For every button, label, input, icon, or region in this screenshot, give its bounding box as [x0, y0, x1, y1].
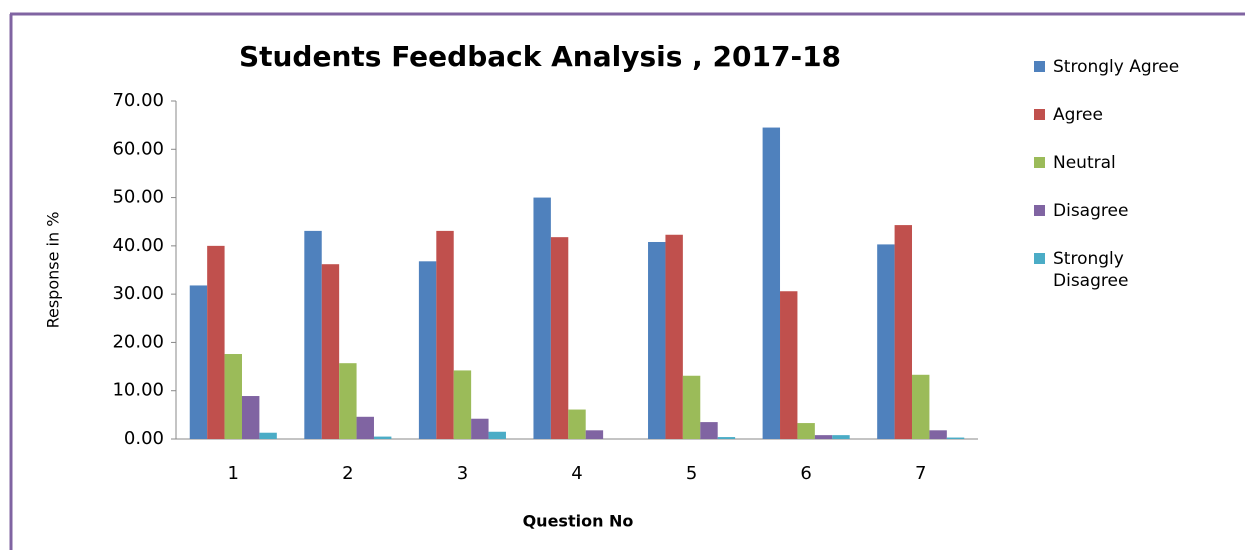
bar: [207, 245, 225, 439]
bar: [762, 127, 781, 440]
y-tick-label: 30.00: [112, 283, 164, 304]
legend-label: Disagree: [1053, 201, 1129, 221]
x-tick-label: 3: [457, 463, 468, 484]
legend-swatch: [1034, 157, 1045, 168]
bar: [373, 436, 392, 439]
legend-label: Agree: [1053, 105, 1103, 125]
bar: [339, 363, 357, 439]
x-tick-label: 4: [571, 463, 582, 484]
legend: Strongly Agree Agree Neutral Disagree Strong…: [1034, 56, 1234, 318]
y-tick-label: 0.00: [124, 428, 164, 449]
bar: [797, 423, 815, 439]
legend-swatch: [1034, 61, 1045, 72]
x-tick-label: 2: [342, 463, 353, 484]
bar: [648, 241, 666, 439]
legend-swatch: [1034, 253, 1045, 264]
legend-label: Strongly Disagree: [1053, 249, 1129, 291]
y-tick-label: 10.00: [112, 380, 164, 401]
bar: [241, 396, 260, 439]
y-tick-label: 50.00: [112, 187, 164, 208]
y-tick-label: 20.00: [112, 331, 164, 352]
x-tick-label: 6: [800, 463, 811, 484]
bar: [585, 430, 604, 439]
bar: [780, 291, 798, 439]
bar: [877, 244, 895, 439]
bar: [814, 435, 833, 439]
bar: [832, 435, 850, 439]
y-tick-label: 40.00: [112, 235, 164, 256]
bar: [471, 418, 489, 439]
y-axis-label: Response in %: [44, 212, 63, 329]
legend-swatch: [1034, 205, 1045, 216]
bar: [533, 197, 551, 439]
bar: [682, 375, 701, 439]
bar: [436, 230, 454, 439]
x-axis-label: Question No: [523, 512, 634, 531]
bar: [912, 374, 930, 439]
bar: [946, 437, 965, 439]
bar: [929, 430, 947, 439]
bar: [717, 437, 736, 439]
bar: [356, 416, 374, 439]
bar: [453, 370, 472, 439]
legend-swatch: [1034, 109, 1045, 120]
bar: [550, 237, 569, 439]
legend-item: Strongly Disagree: [1034, 248, 1234, 292]
bar: [488, 431, 506, 439]
legend-item: Strongly Agree: [1034, 56, 1234, 78]
legend-item: Neutral: [1034, 152, 1234, 174]
chart-title: Students Feedback Analysis , 2017-18: [239, 40, 841, 73]
bar: [321, 264, 340, 439]
x-tick-label: 5: [686, 463, 697, 484]
legend-label: Neutral: [1053, 153, 1116, 173]
bar: [418, 261, 437, 439]
bar: [304, 230, 322, 439]
legend-label: Strongly Agree: [1053, 57, 1180, 77]
x-tick-label: 1: [228, 463, 239, 484]
bar: [259, 432, 277, 439]
y-tick-label: 70.00: [112, 90, 164, 111]
y-tick-label: 60.00: [112, 138, 164, 159]
bar: [665, 234, 683, 439]
bar: [189, 285, 208, 439]
bar: [700, 422, 718, 439]
bar: [568, 409, 586, 439]
bar: [894, 225, 913, 439]
legend-item: Agree: [1034, 104, 1234, 126]
legend-item: Disagree: [1034, 200, 1234, 222]
x-tick-label: 7: [915, 463, 926, 484]
bar: [224, 354, 242, 439]
